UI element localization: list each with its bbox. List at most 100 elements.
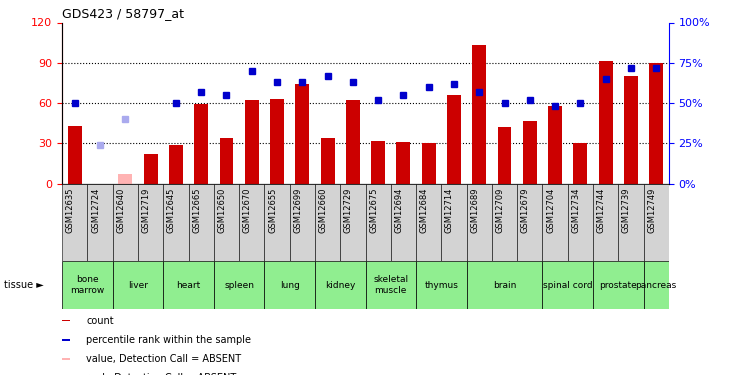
Bar xyxy=(573,144,587,184)
Text: GSM12719: GSM12719 xyxy=(142,188,151,233)
Bar xyxy=(62,320,69,321)
Text: GSM12645: GSM12645 xyxy=(167,188,176,233)
Bar xyxy=(416,261,466,309)
Text: GSM12709: GSM12709 xyxy=(496,188,504,233)
Bar xyxy=(472,45,486,184)
Text: rank, Detection Call = ABSENT: rank, Detection Call = ABSENT xyxy=(86,373,237,375)
Bar xyxy=(346,100,360,184)
Bar xyxy=(599,62,613,184)
Text: liver: liver xyxy=(128,280,148,290)
Bar xyxy=(466,184,492,261)
Bar xyxy=(62,261,113,309)
Bar xyxy=(270,99,284,184)
Text: GDS423 / 58797_at: GDS423 / 58797_at xyxy=(62,7,184,20)
Text: GSM12739: GSM12739 xyxy=(622,188,631,233)
Text: GSM12679: GSM12679 xyxy=(520,188,530,233)
Text: GSM12704: GSM12704 xyxy=(546,188,555,233)
Bar xyxy=(466,261,542,309)
Bar xyxy=(62,339,69,340)
Text: GSM12650: GSM12650 xyxy=(217,188,227,233)
Bar xyxy=(213,184,239,261)
Text: GSM12694: GSM12694 xyxy=(395,188,404,233)
Text: value, Detection Call = ABSENT: value, Detection Call = ABSENT xyxy=(86,354,241,364)
Text: GSM12689: GSM12689 xyxy=(470,188,480,233)
Bar xyxy=(643,261,669,309)
Bar xyxy=(548,106,562,184)
Bar xyxy=(62,184,88,261)
Text: GSM12749: GSM12749 xyxy=(647,188,656,233)
Text: spleen: spleen xyxy=(224,280,254,290)
Bar xyxy=(265,261,315,309)
Text: thymus: thymus xyxy=(425,280,458,290)
Text: GSM12675: GSM12675 xyxy=(369,188,378,233)
Bar xyxy=(321,138,335,184)
Bar xyxy=(568,184,593,261)
Bar xyxy=(366,184,391,261)
Text: GSM12734: GSM12734 xyxy=(572,188,580,233)
Bar xyxy=(315,261,366,309)
Text: kidney: kidney xyxy=(325,280,355,290)
Bar xyxy=(265,184,289,261)
Text: count: count xyxy=(86,316,114,326)
Bar xyxy=(593,261,643,309)
Bar xyxy=(542,184,568,261)
Bar xyxy=(118,174,132,184)
Text: tissue ►: tissue ► xyxy=(4,280,43,290)
Bar xyxy=(295,84,309,184)
Bar xyxy=(239,184,265,261)
Bar xyxy=(523,121,537,184)
Bar xyxy=(391,184,416,261)
Bar xyxy=(138,184,163,261)
Bar xyxy=(593,184,618,261)
Text: skeletal
muscle: skeletal muscle xyxy=(374,275,409,295)
Text: GSM12635: GSM12635 xyxy=(66,188,75,233)
Bar xyxy=(624,76,638,184)
Bar xyxy=(144,154,158,184)
Bar xyxy=(163,184,189,261)
Text: pancreas: pancreas xyxy=(635,280,677,290)
Text: GSM12655: GSM12655 xyxy=(268,188,277,233)
Text: brain: brain xyxy=(493,280,516,290)
Text: GSM12744: GSM12744 xyxy=(596,188,606,233)
Bar xyxy=(68,126,82,184)
Bar xyxy=(649,63,663,184)
Bar xyxy=(62,358,69,360)
Text: lung: lung xyxy=(280,280,300,290)
Bar xyxy=(396,142,410,184)
Text: GSM12684: GSM12684 xyxy=(420,188,428,233)
Bar xyxy=(219,138,233,184)
Bar xyxy=(113,184,138,261)
Bar xyxy=(643,184,669,261)
Bar xyxy=(194,105,208,184)
Text: GSM12714: GSM12714 xyxy=(445,188,454,233)
Text: GSM12660: GSM12660 xyxy=(319,188,327,233)
Text: GSM12724: GSM12724 xyxy=(91,188,100,233)
Bar xyxy=(498,128,512,184)
Bar xyxy=(113,261,163,309)
Bar xyxy=(416,184,442,261)
Bar xyxy=(213,261,265,309)
Text: GSM12670: GSM12670 xyxy=(243,188,251,233)
Bar xyxy=(289,184,315,261)
Bar xyxy=(371,141,385,184)
Text: heart: heart xyxy=(176,280,201,290)
Bar xyxy=(447,95,461,184)
Bar xyxy=(88,184,113,261)
Bar xyxy=(340,184,366,261)
Text: bone
marrow: bone marrow xyxy=(70,275,105,295)
Text: GSM12729: GSM12729 xyxy=(344,188,353,233)
Text: GSM12640: GSM12640 xyxy=(116,188,125,233)
Text: spinal cord: spinal cord xyxy=(543,280,593,290)
Bar xyxy=(518,184,542,261)
Bar xyxy=(422,144,436,184)
Bar xyxy=(366,261,416,309)
Bar xyxy=(189,184,213,261)
Bar xyxy=(442,184,466,261)
Text: percentile rank within the sample: percentile rank within the sample xyxy=(86,335,251,345)
Text: prostate: prostate xyxy=(599,280,637,290)
Bar xyxy=(245,100,259,184)
Text: GSM12665: GSM12665 xyxy=(192,188,201,233)
Bar xyxy=(169,145,183,184)
Bar xyxy=(163,261,213,309)
Bar xyxy=(542,261,593,309)
